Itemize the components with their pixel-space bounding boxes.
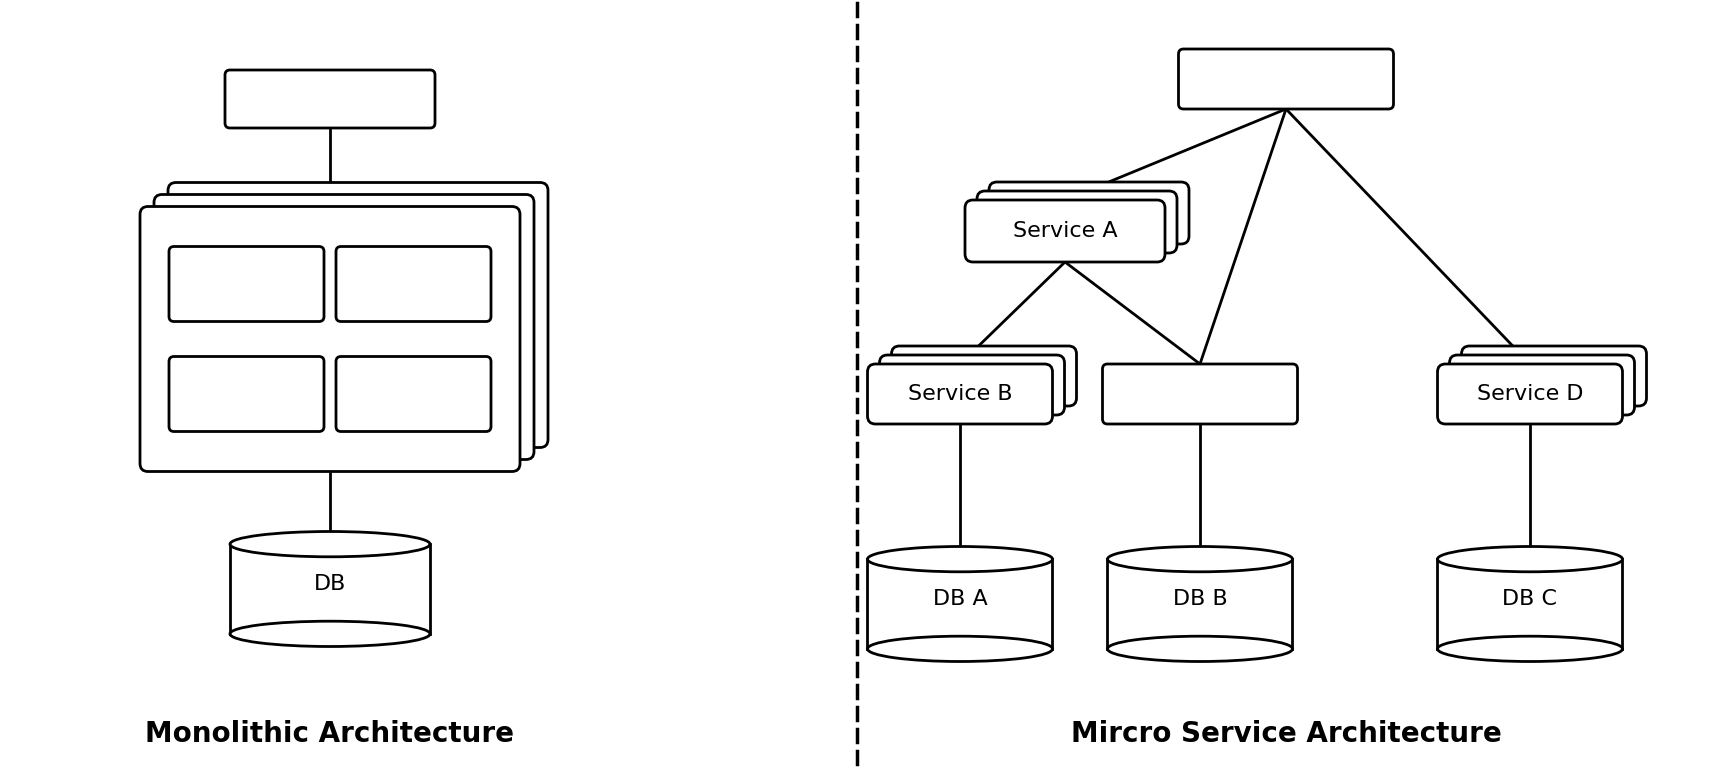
FancyBboxPatch shape (891, 346, 1076, 406)
Text: DB: DB (314, 574, 346, 594)
Polygon shape (230, 545, 430, 634)
Text: API Server: API Server (273, 437, 387, 457)
FancyBboxPatch shape (141, 206, 519, 471)
Polygon shape (867, 559, 1052, 649)
FancyBboxPatch shape (336, 246, 490, 322)
FancyBboxPatch shape (1436, 364, 1621, 424)
Text: Service C: Service C (1147, 384, 1251, 404)
Text: Client: Client (298, 89, 362, 109)
Text: Monolithic Architecture: Monolithic Architecture (146, 720, 514, 748)
Text: DB A: DB A (932, 589, 987, 609)
Text: DB C: DB C (1501, 589, 1556, 609)
Ellipse shape (1436, 636, 1621, 661)
Polygon shape (1107, 559, 1292, 649)
Text: Service D: Service D (1476, 384, 1582, 404)
FancyBboxPatch shape (154, 195, 533, 460)
FancyBboxPatch shape (170, 246, 324, 322)
Text: Mircro Service Architecture: Mircro Service Architecture (1070, 720, 1500, 748)
FancyBboxPatch shape (1178, 49, 1393, 109)
FancyBboxPatch shape (867, 364, 1052, 424)
Ellipse shape (230, 531, 430, 557)
FancyBboxPatch shape (225, 70, 435, 128)
FancyBboxPatch shape (879, 355, 1064, 415)
Ellipse shape (867, 547, 1052, 572)
Text: Module C: Module C (195, 384, 298, 404)
FancyBboxPatch shape (1102, 364, 1297, 424)
FancyBboxPatch shape (170, 357, 324, 432)
FancyBboxPatch shape (965, 200, 1164, 262)
FancyBboxPatch shape (1460, 346, 1645, 406)
Ellipse shape (1107, 547, 1292, 572)
Text: Service B: Service B (907, 384, 1011, 404)
FancyBboxPatch shape (168, 182, 548, 447)
Ellipse shape (1436, 547, 1621, 572)
Text: Client: Client (1253, 69, 1318, 89)
Text: Module D: Module D (360, 384, 466, 404)
FancyBboxPatch shape (336, 357, 490, 432)
Text: DB B: DB B (1172, 589, 1227, 609)
FancyBboxPatch shape (1448, 355, 1633, 415)
Ellipse shape (867, 636, 1052, 661)
Ellipse shape (230, 621, 430, 647)
Polygon shape (1436, 559, 1621, 649)
FancyBboxPatch shape (989, 182, 1188, 244)
FancyBboxPatch shape (977, 191, 1176, 253)
Text: Service A: Service A (1011, 221, 1116, 241)
Ellipse shape (1107, 636, 1292, 661)
Text: Module B: Module B (362, 274, 464, 294)
Text: Module A: Module A (195, 274, 298, 294)
